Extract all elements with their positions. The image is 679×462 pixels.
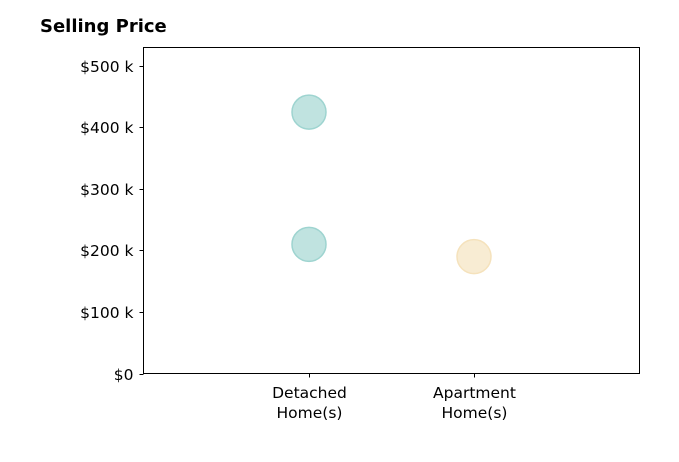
data-point [291, 226, 327, 263]
y-tick-label: $100 k [80, 304, 133, 322]
x-axis: Detached Home(s) Apartment Home(s) [272, 373, 516, 422]
x-tick-label: Home(s) [442, 404, 508, 422]
x-tick-label: Detached [272, 384, 347, 402]
y-tick-label: $500 k [80, 58, 133, 76]
data-point [291, 94, 327, 130]
y-axis: $0 $100 k $200 k $300 k $400 k $500 k [80, 58, 144, 384]
data-points [291, 94, 492, 275]
y-tick-label: $400 k [80, 119, 133, 137]
data-point [456, 238, 492, 275]
y-tick-label: $300 k [80, 181, 133, 199]
x-tick-label: Home(s) [277, 404, 343, 422]
y-tick-label: $200 k [80, 242, 133, 260]
chart-title: Selling Price [40, 16, 167, 37]
x-tick-label: Apartment [433, 384, 516, 402]
y-tick-label: $0 [114, 366, 134, 384]
plot-frame [143, 47, 640, 374]
